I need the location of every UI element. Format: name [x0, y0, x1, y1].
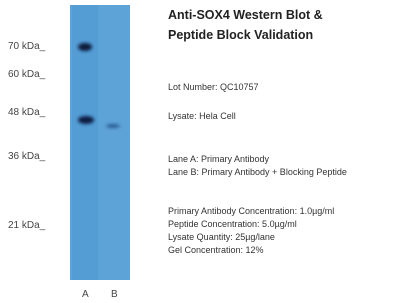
- lysate: Lysate: Hela Cell: [168, 111, 236, 122]
- marker-label: 48 kDa_: [8, 107, 45, 118]
- condition: Lysate Quantity: 25µg/lane: [168, 232, 275, 243]
- condition: Gel Concentration: 12%: [168, 245, 264, 256]
- title-line: Anti-SOX4 Western Blot &: [168, 8, 323, 23]
- lane-note: Lane A: Primary Antibody: [168, 154, 269, 165]
- lot-number: Lot Number: QC10757: [168, 82, 259, 93]
- marker-label: 60 kDa_: [8, 69, 45, 80]
- title-line: Peptide Block Validation: [168, 28, 313, 43]
- marker-label: 36 kDa_: [8, 151, 45, 162]
- band: [78, 116, 94, 124]
- page: 70 kDa_ 60 kDa_ 48 kDa_ 36 kDa_ 21 kDa_ …: [0, 0, 420, 303]
- lane-label: A: [82, 289, 89, 300]
- lane-label: B: [111, 289, 118, 300]
- condition: Peptide Concentration: 5.0µg/ml: [168, 219, 297, 230]
- condition: Primary Antibody Concentration: 1.0µg/ml: [168, 206, 334, 217]
- lane-note: Lane B: Primary Antibody + Blocking Pept…: [168, 167, 347, 178]
- marker-label: 21 kDa_: [8, 220, 45, 231]
- blot-figure: [0, 0, 420, 303]
- band: [78, 43, 92, 51]
- marker-label: 70 kDa_: [8, 41, 45, 52]
- band: [106, 124, 120, 128]
